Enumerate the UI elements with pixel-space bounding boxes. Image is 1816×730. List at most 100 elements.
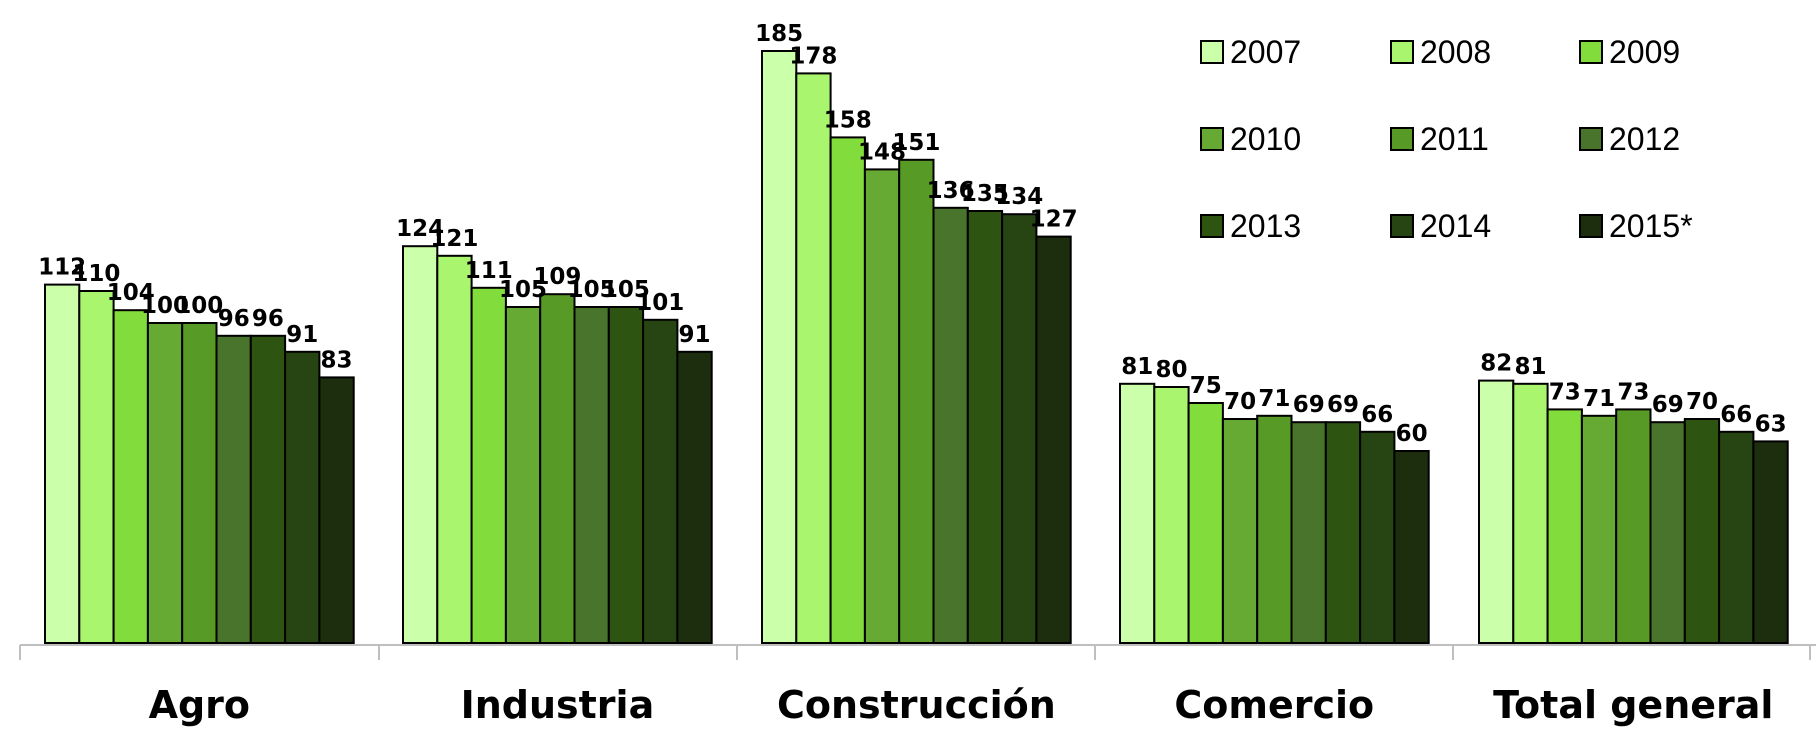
bar-total-general-2008 [1512,382,1549,644]
data-label: 73 [1549,379,1581,405]
bar-agro-2009 [112,309,149,644]
bar-total-general-2014 [1718,430,1755,644]
bar-comercio-2013 [1324,421,1362,645]
bar-industria-2007 [402,245,439,644]
data-label: 96 [252,306,284,332]
data-label: 100 [141,293,189,319]
data-label: 178 [789,43,837,69]
bar-construcción-2014 [1001,213,1038,644]
data-label: 96 [218,306,250,332]
bar-agro-2007 [44,283,81,644]
data-label: 60 [1396,421,1428,447]
data-label: 91 [678,322,710,348]
data-label: 82 [1480,351,1512,377]
data-label: 81 [1121,354,1153,380]
bar-comercio-2008 [1153,386,1190,644]
bar-construcción-2009 [829,136,866,644]
data-label: 100 [175,293,223,319]
bar-agro-2015p [318,376,355,644]
bar-industria-2010 [504,306,542,644]
legend: 2007 2008 2009 2010 2011 2012 2013 2014 2015* [1200,34,1693,244]
data-label: 148 [858,139,906,165]
data-label: 111 [465,258,513,284]
category-label: Comercio [1174,683,1374,727]
bar-total-general-2010 [1580,414,1618,644]
bar-construcción-2011 [898,158,935,645]
legend-label: 2008 [1420,34,1491,70]
legend-swatch [1200,40,1224,64]
legend-swatch [1579,214,1603,238]
legend-label: 2010 [1230,121,1301,157]
bar-total-general-2007 [1478,379,1515,644]
data-label: 69 [1652,392,1684,418]
bar-comercio-2011 [1256,414,1293,644]
bar-agro-2008 [78,290,115,644]
data-label: 110 [72,261,120,287]
legend-swatch [1579,127,1603,151]
legend-label: 2012 [1609,121,1680,157]
legend-label: 2015* [1609,208,1693,244]
bar-comercio-2014 [1359,430,1396,644]
data-label: 70 [1224,389,1256,415]
category-label: Agro [149,683,250,727]
bar-agro-2010 [146,322,184,644]
bar-agro-2012 [215,334,252,644]
data-label: 105 [568,277,616,303]
data-label: 135 [961,181,1009,207]
bar-construcción-2010 [863,168,901,644]
legend-label: 2011 [1420,121,1489,157]
bar-construcción-2008 [795,72,832,644]
data-label: 136 [927,178,975,204]
bar-construcción-2015p [1035,235,1072,644]
bar-total-general-2012 [1649,421,1686,645]
legend-label: 2009 [1609,34,1680,70]
legend-label: 2014 [1420,208,1491,244]
data-label: 63 [1755,411,1787,437]
data-label: 91 [286,322,318,348]
data-label: 70 [1686,389,1718,415]
bar-total-general-2013 [1683,418,1721,644]
bar-agro-2013 [249,334,287,644]
bar-comercio-2009 [1187,402,1224,644]
bar-agro-2011 [181,322,218,644]
bar-comercio-2015p [1393,450,1430,644]
bar-total-general-2011 [1615,408,1652,644]
data-label: 69 [1327,392,1359,418]
data-label: 134 [995,184,1043,210]
bar-comercio-2010 [1221,418,1259,644]
bar-construcción-2012 [932,206,969,645]
data-label: 105 [602,277,650,303]
data-label: 104 [107,280,155,306]
data-label: 71 [1583,386,1615,412]
legend-label: 2007 [1230,34,1301,70]
bar-comercio-2012 [1290,421,1327,645]
data-label: 124 [396,216,444,242]
legend-label: 2013 [1230,208,1301,244]
category-label: Construcción [777,683,1056,727]
bar-total-general-2015p [1752,440,1789,644]
data-label: 73 [1617,379,1649,405]
bar-total-general-2009 [1546,408,1583,644]
data-label: 185 [755,21,803,47]
legend-swatch [1390,127,1414,151]
bar-industria-2008 [436,254,473,645]
legend-swatch [1200,214,1224,238]
data-label: 69 [1293,392,1325,418]
data-label: 71 [1258,386,1290,412]
data-label: 112 [38,255,86,281]
data-label: 121 [430,226,478,252]
data-label: 105 [499,277,547,303]
data-label: 80 [1155,357,1187,383]
legend-swatch [1579,40,1603,64]
data-label: 81 [1514,354,1546,380]
data-label: 83 [320,347,352,373]
data-label: 151 [892,130,940,156]
legend-swatch [1390,40,1414,64]
bar-construcción-2007 [761,50,798,644]
bar-industria-2011 [539,293,576,644]
bar-industria-2015p [676,350,713,644]
bar-comercio-2007 [1119,382,1156,644]
legend-swatch [1200,127,1224,151]
